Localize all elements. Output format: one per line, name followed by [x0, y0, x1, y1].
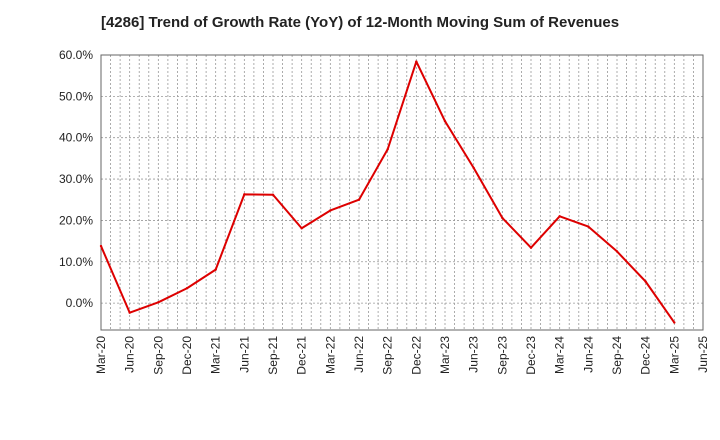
x-tick-label: Dec-22 [409, 336, 423, 375]
x-tick-label: Jun-22 [352, 336, 366, 373]
data-point [243, 193, 246, 196]
y-tick-label: 20.0% [59, 213, 93, 227]
x-tick-label: Mar-24 [553, 336, 567, 374]
data-point [558, 215, 561, 218]
y-tick-label: 50.0% [59, 89, 93, 103]
x-tick-label: Jun-20 [123, 336, 137, 373]
y-tick-label: 40.0% [59, 131, 93, 145]
data-point [99, 244, 103, 248]
x-tick-label: Mar-23 [438, 336, 452, 374]
x-axis-ticks: Mar-20 Jun-20 Sep-20 Dec-20 Mar-21 Jun-21 Sep-… [94, 336, 710, 375]
data-point [673, 321, 676, 324]
x-tick-label: Jun-25 [696, 336, 710, 373]
data-point [415, 60, 418, 63]
data-point [587, 225, 590, 228]
x-tick-label: Jun-24 [581, 336, 595, 373]
data-point [501, 216, 504, 220]
y-tick-label: 10.0% [59, 255, 93, 269]
chart-title: [4286] Trend of Growth Rate (YoY) of 12-… [100, 14, 620, 31]
data-point [472, 166, 475, 170]
y-tick-label: 60.0% [59, 48, 93, 62]
x-tick-label: Sep-23 [495, 336, 509, 375]
data-point [157, 301, 160, 304]
x-tick-label: Mar-25 [667, 336, 681, 374]
x-tick-label: Mar-20 [94, 336, 108, 374]
data-point [529, 246, 533, 249]
y-tick-label: 30.0% [59, 172, 93, 186]
data-point [300, 227, 303, 230]
x-tick-label: Dec-24 [639, 336, 653, 375]
x-tick-label: Dec-20 [180, 336, 194, 375]
data-point [329, 209, 332, 212]
data-point [615, 250, 619, 253]
x-tick-label: Sep-20 [151, 336, 165, 375]
x-tick-label: Sep-21 [266, 336, 280, 375]
x-tick-label: Dec-21 [295, 336, 309, 375]
x-tick-label: Dec-23 [524, 336, 538, 375]
data-points [99, 60, 676, 324]
data-point [443, 119, 447, 123]
x-tick-label: Jun-21 [237, 336, 251, 373]
data-point [271, 193, 275, 196]
grid-lines [101, 54, 703, 330]
x-tick-label: Sep-22 [381, 336, 395, 375]
data-point [214, 268, 217, 271]
x-tick-label: Mar-22 [323, 336, 337, 374]
y-tick-label: 0.0% [66, 296, 94, 310]
data-point [644, 280, 647, 283]
x-tick-label: Sep-24 [610, 336, 624, 375]
data-point [185, 287, 189, 290]
data-point [357, 198, 361, 201]
x-tick-label: Jun-23 [467, 336, 481, 373]
data-point [128, 311, 131, 314]
plot-frame [100, 54, 704, 331]
data-point [386, 148, 389, 151]
y-axis-ticks: 0.0% 10.0% 20.0% 30.0% 40.0% 50.0% 60.0% [59, 48, 93, 310]
x-tick-label: Mar-21 [209, 336, 223, 374]
